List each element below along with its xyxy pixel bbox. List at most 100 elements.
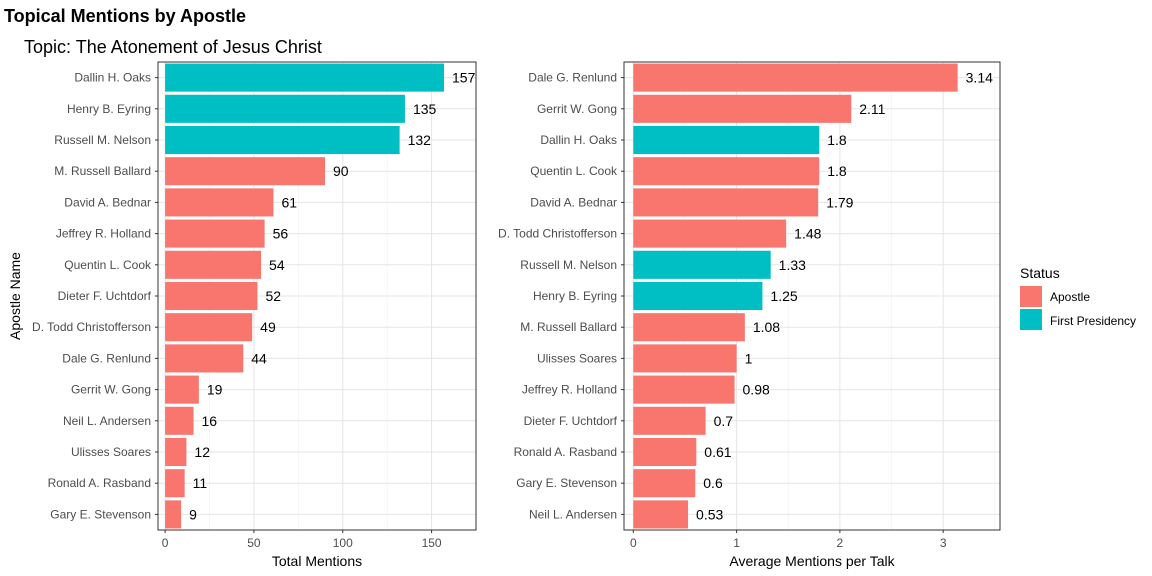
- y-tick-label-neil-l-andersen: Neil L. Andersen: [63, 414, 151, 428]
- bar-ronald-a-rasband: [633, 437, 697, 467]
- y-tick-label-jeffrey-r-holland: Jeffrey R. Holland: [56, 227, 151, 241]
- bar-d-todd-christofferson: [633, 219, 787, 248]
- data-label-dallin-h-oaks: 157: [452, 70, 476, 86]
- bar-gary-e-stevenson: [633, 469, 696, 498]
- y-tick-label-david-a-bednar: David A. Bednar: [530, 195, 617, 209]
- bar-russell-m-nelson: [165, 125, 400, 155]
- data-label-jeffrey-r-holland: 0.98: [743, 382, 770, 398]
- bar-dieter-f-uchtdorf: [165, 281, 258, 311]
- data-label-quentin-l-cook: 1.8: [827, 163, 847, 179]
- x-axis-title: Total Mentions: [272, 553, 362, 569]
- data-label-dallin-h-oaks: 1.8: [827, 132, 847, 148]
- y-tick-label-dieter-f-uchtdorf: Dieter F. Uchtdorf: [58, 289, 152, 303]
- data-label-david-a-bednar: 61: [281, 194, 297, 210]
- data-label-m-russell-ballard: 1.08: [753, 319, 780, 335]
- y-tick-label-neil-l-andersen: Neil L. Andersen: [529, 507, 617, 521]
- y-tick-label-d-todd-christofferson: D. Todd Christofferson: [498, 227, 617, 241]
- x-tick-label: 50: [247, 536, 261, 550]
- legend-swatch-apostle: [1020, 286, 1042, 307]
- data-label-henry-b-eyring: 1.25: [770, 288, 797, 304]
- bar-neil-l-andersen: [633, 500, 689, 529]
- x-tick-label: 2: [837, 536, 844, 550]
- x-tick-label: 0: [162, 536, 169, 550]
- bar-gerrit-w-gong: [633, 94, 852, 123]
- chart-title: Topical Mentions by Apostle: [4, 6, 247, 26]
- bar-henry-b-eyring: [633, 281, 763, 311]
- bar-jeffrey-r-holland: [633, 375, 735, 404]
- y-tick-label-gerrit-w-gong: Gerrit W. Gong: [537, 102, 617, 116]
- data-label-ulisses-soares: 12: [194, 444, 210, 460]
- bar-gerrit-w-gong: [165, 375, 199, 404]
- legend-label-apostle: Apostle: [1050, 290, 1090, 304]
- y-tick-label-ulisses-soares: Ulisses Soares: [537, 351, 617, 365]
- bar-henry-b-eyring: [165, 94, 405, 123]
- bar-dale-g-renlund: [633, 63, 958, 92]
- y-tick-label-jeffrey-r-holland: Jeffrey R. Holland: [522, 383, 617, 397]
- legend-title: Status: [1020, 265, 1060, 281]
- data-label-d-todd-christofferson: 1.48: [794, 226, 821, 242]
- bar-dallin-h-oaks: [633, 125, 820, 155]
- x-tick-label: 100: [333, 536, 353, 550]
- legend-label-first-presidency: First Presidency: [1050, 314, 1136, 328]
- data-label-gary-e-stevenson: 9: [189, 506, 197, 522]
- data-label-gerrit-w-gong: 19: [207, 382, 223, 398]
- y-tick-label-gary-e-stevenson: Gary E. Stevenson: [50, 507, 151, 521]
- bar-david-a-bednar: [165, 188, 274, 217]
- y-tick-label-m-russell-ballard: M. Russell Ballard: [54, 164, 151, 178]
- legend-swatch-first-presidency: [1020, 309, 1042, 330]
- x-tick-label: 150: [422, 536, 442, 550]
- average-mentions-panel: 3.14 Dale G. Renlund 2.11 Gerrit W. Gong 1.8…: [498, 61, 1001, 569]
- data-label-ulisses-soares: 1: [745, 350, 753, 366]
- panel-border: [157, 61, 477, 531]
- y-tick-label-dale-g-renlund: Dale G. Renlund: [528, 71, 617, 85]
- bar-ronald-a-rasband: [165, 469, 185, 498]
- data-label-d-todd-christofferson: 49: [260, 319, 276, 335]
- data-label-neil-l-andersen: 16: [202, 413, 218, 429]
- data-label-david-a-bednar: 1.79: [826, 194, 853, 210]
- y-tick-label-gary-e-stevenson: Gary E. Stevenson: [516, 476, 617, 490]
- y-tick-label-dallin-h-oaks: Dallin H. Oaks: [540, 133, 617, 147]
- y-tick-label-dale-g-renlund: Dale G. Renlund: [62, 351, 151, 365]
- y-tick-label-ronald-a-rasband: Ronald A. Rasband: [48, 476, 151, 490]
- data-label-jeffrey-r-holland: 56: [273, 226, 289, 242]
- y-tick-label-russell-m-nelson: Russell M. Nelson: [54, 133, 151, 147]
- bar-d-todd-christofferson: [165, 313, 253, 342]
- y-tick-label-m-russell-ballard: M. Russell Ballard: [520, 320, 617, 334]
- y-tick-label-dallin-h-oaks: Dallin H. Oaks: [74, 71, 151, 85]
- legend: Status Apostle First Presidency: [1020, 265, 1136, 330]
- data-label-ronald-a-rasband: 11: [193, 475, 208, 491]
- y-tick-label-henry-b-eyring: Henry B. Eyring: [67, 102, 151, 116]
- chart-subtitle: Topic: The Atonement of Jesus Christ: [24, 37, 322, 57]
- bar-dieter-f-uchtdorf: [633, 406, 706, 435]
- y-axis-title: Apostle Name: [7, 252, 23, 340]
- y-tick-label-henry-b-eyring: Henry B. Eyring: [533, 289, 617, 303]
- y-tick-label-ulisses-soares: Ulisses Soares: [71, 445, 151, 459]
- data-label-gary-e-stevenson: 0.6: [703, 475, 723, 491]
- data-label-dieter-f-uchtdorf: 0.7: [714, 413, 734, 429]
- bar-ulisses-soares: [633, 344, 737, 373]
- bar-m-russell-ballard: [165, 157, 325, 186]
- data-label-neil-l-andersen: 0.53: [696, 506, 723, 522]
- data-label-dale-g-renlund: 44: [251, 350, 267, 366]
- bar-quentin-l-cook: [165, 250, 262, 279]
- y-tick-label-russell-m-nelson: Russell M. Nelson: [520, 258, 617, 272]
- data-label-dieter-f-uchtdorf: 52: [265, 288, 281, 304]
- bar-quentin-l-cook: [633, 157, 820, 186]
- data-label-ronald-a-rasband: 0.61: [704, 444, 731, 460]
- data-label-quentin-l-cook: 54: [269, 257, 285, 273]
- y-tick-label-ronald-a-rasband: Ronald A. Rasband: [514, 445, 617, 459]
- total-mentions-panel: 157 Dallin H. Oaks 135 Henry B. Eyring 132 Ru…: [7, 61, 477, 569]
- y-tick-label-quentin-l-cook: Quentin L. Cook: [530, 164, 618, 178]
- x-tick-label: 1: [733, 536, 740, 550]
- bar-gary-e-stevenson: [165, 500, 182, 529]
- bar-ulisses-soares: [165, 437, 187, 467]
- x-axis-title: Average Mentions per Talk: [729, 553, 895, 569]
- bar-david-a-bednar: [633, 188, 819, 217]
- bar-jeffrey-r-holland: [165, 219, 265, 248]
- y-tick-label-dieter-f-uchtdorf: Dieter F. Uchtdorf: [524, 414, 618, 428]
- bar-m-russell-ballard: [633, 313, 745, 342]
- y-tick-label-gerrit-w-gong: Gerrit W. Gong: [71, 383, 151, 397]
- y-tick-label-david-a-bednar: David A. Bednar: [64, 195, 151, 209]
- data-label-m-russell-ballard: 90: [333, 163, 349, 179]
- data-label-russell-m-nelson: 1.33: [779, 257, 806, 273]
